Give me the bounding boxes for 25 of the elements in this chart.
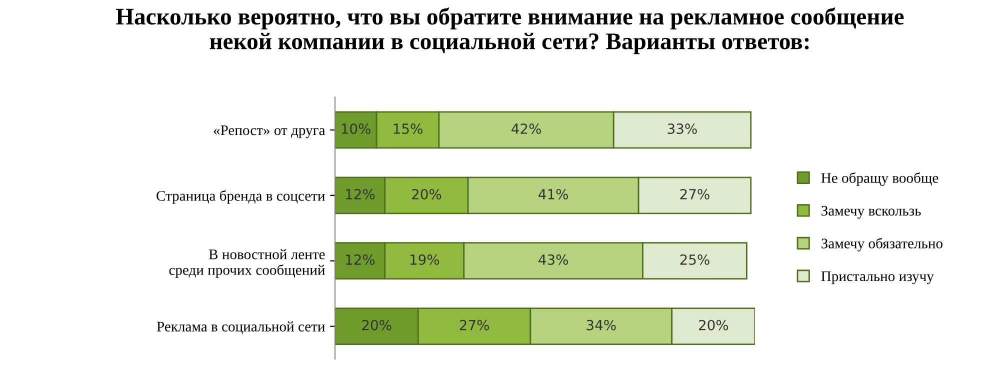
data-label: 12% <box>346 188 375 200</box>
chart-title: Насколько вероятно, что вы обратите внимание на рекламное сообщение некой компании в социальной сети? Варианты ответов: <box>116 7 904 54</box>
data-label: 33% <box>668 123 697 134</box>
data-label: 34% <box>586 320 616 330</box>
data-label: 12% <box>346 254 375 265</box>
data-label: 20% <box>699 320 728 330</box>
data-label: 10% <box>342 123 370 134</box>
data-label: 20% <box>362 320 392 330</box>
y-tick-label: Страница бренда в соцсети <box>156 190 325 204</box>
data-label: 43% <box>538 254 568 265</box>
data-label: 27% <box>680 188 710 200</box>
legend-label: Замечу обязательно <box>822 238 942 252</box>
legend-label: Замечу вскользь <box>822 206 921 219</box>
data-label: 27% <box>460 320 489 330</box>
y-tick-label: Реклама в социальной сети <box>156 321 325 334</box>
data-label: 19% <box>410 254 440 265</box>
data-label: 15% <box>394 123 422 134</box>
data-label: 25% <box>680 254 710 265</box>
legend-label: Не обращу вообще <box>821 172 938 186</box>
data-label: 20% <box>412 188 442 200</box>
y-tick-label: В новостной ленте среди прочих сообщений <box>169 249 325 278</box>
data-label: 41% <box>538 188 568 200</box>
legend-label: Пристально изучу <box>821 271 934 284</box>
data-label: 42% <box>512 123 541 134</box>
y-tick-label: «Репост» от друга <box>214 125 326 138</box>
